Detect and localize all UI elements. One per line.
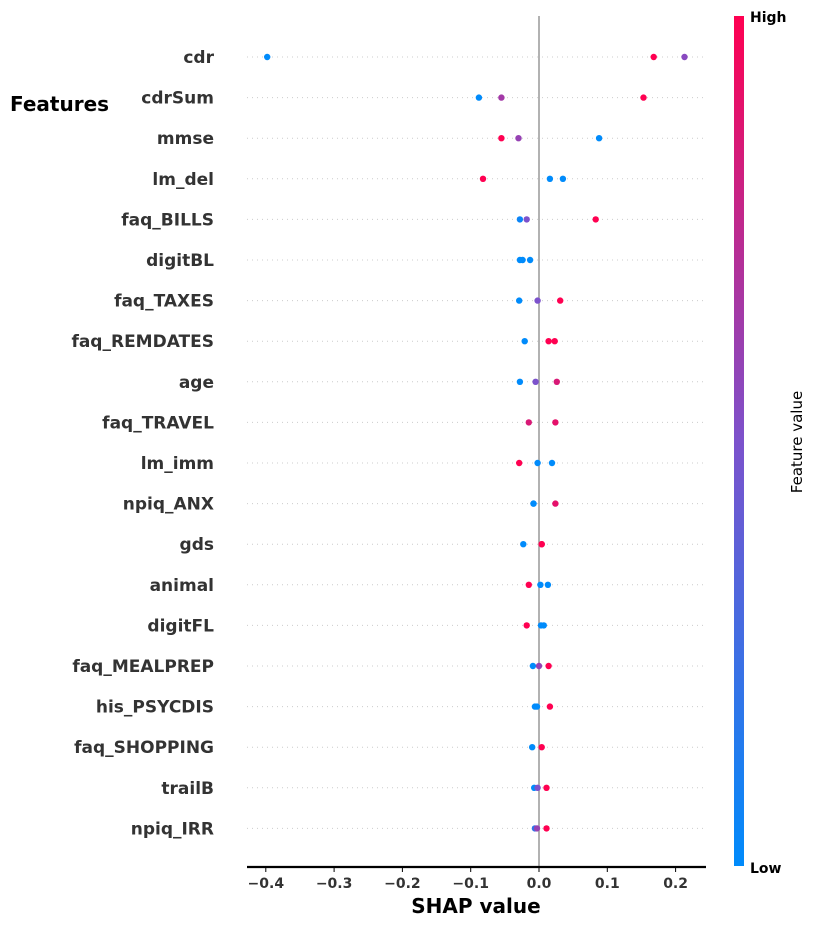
x-tick-label: 0.0 xyxy=(527,876,552,892)
shap-point-faq_MEALPREP-0 xyxy=(529,662,537,670)
feature-label-faq_REMDATES: faq_REMDATES xyxy=(71,332,214,352)
shap-point-age-1 xyxy=(532,378,539,385)
shap-point-faq_TRAVEL-0 xyxy=(525,419,532,426)
feature-labels: cdr cdrSum mmse lm_del faq_BILLS digitBL faq_T… xyxy=(71,48,214,839)
shap-point-faq_TRAVEL-1 xyxy=(552,419,559,426)
feature-label-faq_TAXES: faq_TAXES xyxy=(114,292,214,312)
colorbar-high-label: High xyxy=(750,10,787,26)
feature-label-npiq_ANX: npiq_ANX xyxy=(123,495,214,515)
x-tick-label: 0.1 xyxy=(595,876,620,892)
x-tick-label: −0.2 xyxy=(384,876,421,892)
shap-point-animal-0 xyxy=(525,581,532,588)
shap-point-cdrSum-0 xyxy=(475,94,483,101)
shap-point-faq_MEALPREP-1 xyxy=(535,662,543,670)
shap-point-faq_SHOPPING-0 xyxy=(529,744,536,751)
shap-point-npiq_ANX-1 xyxy=(530,500,537,507)
shap-point-lm_imm-2 xyxy=(548,459,556,467)
colorbar-title: Feature value xyxy=(788,391,806,493)
data-points xyxy=(264,53,688,832)
feature-label-digitBL: digitBL xyxy=(146,251,214,271)
shap-point-cdr-2 xyxy=(681,53,688,61)
shap-point-digitFL-0 xyxy=(523,622,530,629)
row-guides xyxy=(247,56,706,829)
feature-label-age: age xyxy=(179,373,214,393)
colorbar-low-label: Low xyxy=(750,861,782,877)
shap-point-faq_SHOPPING-1 xyxy=(538,744,545,751)
shap-point-age-2 xyxy=(553,378,560,385)
feature-label-npiq_IRR: npiq_IRR xyxy=(131,819,214,839)
feature-label-his_PSYCDIS: his_PSYCDIS xyxy=(96,698,214,718)
shap-point-faq_REMDATES-2 xyxy=(551,338,558,345)
shap-point-digitFL-2 xyxy=(540,622,547,629)
shap-point-his_PSYCDIS-1 xyxy=(533,703,541,710)
shap-point-mmse-1 xyxy=(515,135,522,142)
shap-point-cdrSum-2 xyxy=(640,94,647,101)
x-tick-label: −0.1 xyxy=(452,876,489,892)
features-heading: Features xyxy=(10,92,109,116)
shap-point-gds-0 xyxy=(520,541,527,548)
shap-point-trailB-1 xyxy=(534,784,541,791)
shap-point-digitBL-2 xyxy=(526,256,534,264)
colorbar xyxy=(734,16,744,866)
shap-point-faq_REMDATES-1 xyxy=(545,338,552,345)
shap-point-faq_BILLS-0 xyxy=(516,216,524,223)
feature-label-faq_BILLS: faq_BILLS xyxy=(121,210,214,230)
feature-label-mmse: mmse xyxy=(157,129,214,149)
shap-point-cdrSum-1 xyxy=(498,94,505,101)
shap-point-faq_REMDATES-0 xyxy=(521,338,528,345)
shap-point-lm_del-0 xyxy=(479,175,487,182)
shap-point-cdr-0 xyxy=(264,53,271,61)
feature-label-faq_SHOPPING: faq_SHOPPING xyxy=(74,738,214,758)
shap-point-cdr-1 xyxy=(650,53,657,61)
feature-label-lm_imm: lm_imm xyxy=(141,454,214,474)
x-tick-label: −0.4 xyxy=(248,876,285,892)
shap-point-lm_del-2 xyxy=(559,175,567,182)
shap-point-digitBL-1 xyxy=(519,256,526,264)
shap-point-faq_TAXES-0 xyxy=(516,297,523,304)
feature-label-faq_TRAVEL: faq_TRAVEL xyxy=(102,413,214,433)
shap-point-age-0 xyxy=(516,378,524,385)
feature-label-cdrSum: cdrSum xyxy=(141,89,214,109)
shap-point-npiq_ANX-2 xyxy=(552,500,559,507)
feature-label-digitFL: digitFL xyxy=(147,616,214,636)
shap-point-mmse-2 xyxy=(595,135,603,142)
feature-label-gds: gds xyxy=(180,535,214,555)
shap-point-faq_TAXES-2 xyxy=(557,297,564,304)
shap-point-npiq_IRR-2 xyxy=(543,825,550,832)
shap-point-faq_TAXES-1 xyxy=(534,297,541,304)
shap-point-his_PSYCDIS-2 xyxy=(546,703,554,710)
x-axis-title: SHAP value xyxy=(411,894,540,918)
feature-label-animal: animal xyxy=(150,576,214,596)
feature-label-faq_MEALPREP: faq_MEALPREP xyxy=(72,657,214,677)
shap-point-trailB-2 xyxy=(543,784,550,791)
shap-point-animal-2 xyxy=(544,581,552,588)
shap-point-npiq_IRR-1 xyxy=(533,825,541,832)
x-axis-ticks: −0.4 −0.3 −0.2 −0.1 0.0 0.1 0.2 xyxy=(248,867,688,892)
feature-label-lm_del: lm_del xyxy=(152,170,214,190)
shap-point-lm_imm-0 xyxy=(516,459,523,467)
shap-point-faq_MEALPREP-2 xyxy=(545,662,552,670)
x-tick-label: 0.2 xyxy=(663,876,688,892)
x-tick-label: −0.3 xyxy=(316,876,353,892)
shap-point-animal-1 xyxy=(537,581,544,588)
shap-point-gds-2 xyxy=(538,541,545,548)
feature-label-cdr: cdr xyxy=(183,48,214,68)
shap-point-lm_imm-1 xyxy=(534,459,541,467)
feature-label-trailB: trailB xyxy=(161,779,214,799)
shap-point-faq_BILLS-2 xyxy=(592,216,599,223)
shap-point-lm_del-1 xyxy=(546,175,554,182)
shap-point-mmse-0 xyxy=(498,135,505,142)
shap-point-faq_BILLS-1 xyxy=(523,216,530,223)
